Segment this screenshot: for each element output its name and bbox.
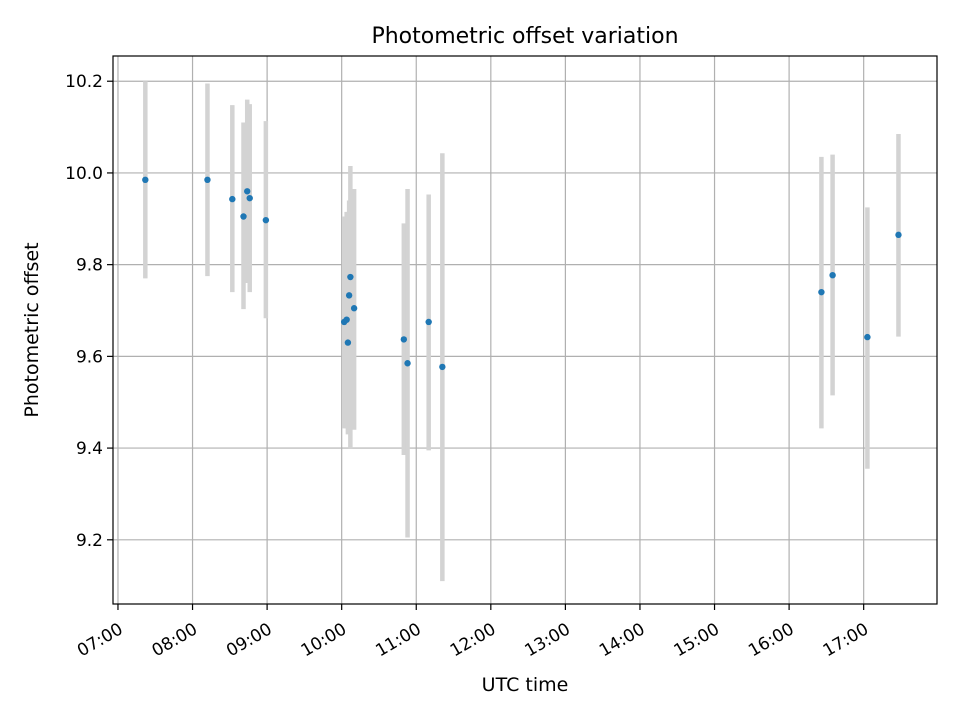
data-point bbox=[425, 318, 432, 326]
y-tick-label: 9.6 bbox=[76, 347, 103, 367]
y-tick-label: 10.0 bbox=[65, 164, 103, 184]
data-point bbox=[400, 336, 408, 343]
data-points bbox=[142, 176, 902, 371]
data-point bbox=[240, 213, 247, 220]
data-point bbox=[204, 176, 211, 184]
data-point bbox=[229, 195, 236, 203]
y-tick-label: 9.4 bbox=[76, 439, 103, 459]
data-point bbox=[345, 292, 353, 299]
data-point bbox=[439, 363, 446, 371]
y-tick-label: 9.2 bbox=[76, 531, 103, 551]
data-point bbox=[895, 231, 902, 239]
y-axis-label: Photometric offset bbox=[21, 242, 43, 417]
data-point bbox=[142, 176, 149, 184]
data-point bbox=[404, 360, 411, 367]
data-point bbox=[244, 188, 251, 195]
data-point bbox=[818, 288, 825, 296]
x-axis-label: UTC time bbox=[482, 674, 569, 696]
y-tick-label: 10.2 bbox=[65, 72, 103, 92]
data-point bbox=[343, 316, 350, 323]
chart-title: Photometric offset variation bbox=[371, 24, 678, 49]
data-point bbox=[350, 305, 358, 312]
data-point bbox=[262, 216, 270, 224]
y-tick-label: 9.8 bbox=[76, 256, 103, 276]
plot-frame bbox=[112, 55, 938, 605]
data-point bbox=[864, 333, 871, 341]
data-point bbox=[829, 272, 836, 279]
y-axis-ticks: 9.2 9.4 9.6 9.8 10.0 10.2 bbox=[65, 72, 113, 551]
data-point bbox=[246, 194, 253, 202]
data-point bbox=[347, 273, 354, 281]
data-point bbox=[344, 339, 352, 346]
